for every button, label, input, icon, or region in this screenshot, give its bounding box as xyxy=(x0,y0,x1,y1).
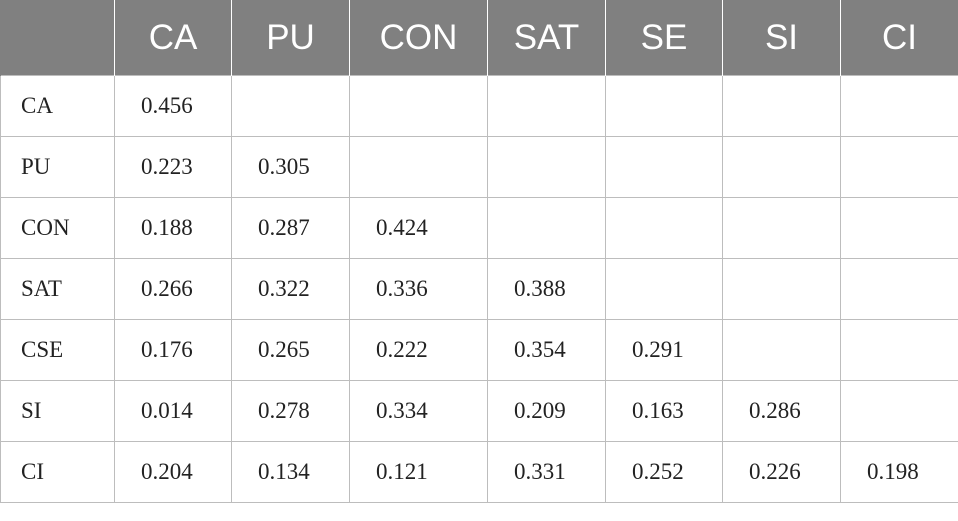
cell: 0.204 xyxy=(114,441,232,503)
empty-cell xyxy=(605,75,723,137)
cell: 0.334 xyxy=(349,380,488,442)
column-header: CON xyxy=(349,0,488,76)
table-row: PU 0.223 0.305 xyxy=(0,136,958,198)
cell: 0.252 xyxy=(605,441,723,503)
cell: 0.014 xyxy=(114,380,232,442)
empty-cell xyxy=(840,197,958,259)
empty-cell xyxy=(487,75,606,137)
empty-cell xyxy=(840,380,958,442)
cell: 0.188 xyxy=(114,197,232,259)
empty-cell xyxy=(840,258,958,320)
table-row: SI 0.014 0.278 0.334 0.209 0.163 0.286 xyxy=(0,380,958,442)
empty-cell xyxy=(722,258,841,320)
correlation-table: CA PU CON SAT SE SI CI CA 0.456 PU 0.223 0.305 CON 0… xyxy=(0,0,958,503)
empty-cell xyxy=(605,258,723,320)
cell: 0.209 xyxy=(487,380,606,442)
cell: 0.176 xyxy=(114,319,232,381)
table-row: CI 0.204 0.134 0.121 0.331 0.252 0.226 0.198 xyxy=(0,441,958,503)
empty-cell xyxy=(840,319,958,381)
empty-cell xyxy=(840,136,958,198)
empty-cell xyxy=(840,75,958,137)
table-row: CSE 0.176 0.265 0.222 0.354 0.291 xyxy=(0,319,958,381)
row-label: CA xyxy=(0,75,115,137)
column-header: CI xyxy=(840,0,958,76)
empty-cell xyxy=(349,136,488,198)
empty-cell xyxy=(722,319,841,381)
empty-cell xyxy=(349,75,488,137)
table-row: CA 0.456 xyxy=(0,75,958,137)
table-row: SAT 0.266 0.322 0.336 0.388 xyxy=(0,258,958,320)
cell: 0.223 xyxy=(114,136,232,198)
cell: 0.266 xyxy=(114,258,232,320)
empty-cell xyxy=(487,136,606,198)
table-body: CA 0.456 PU 0.223 0.305 CON 0.188 0.287 0.424 SAT… xyxy=(0,75,958,503)
cell: 0.336 xyxy=(349,258,488,320)
cell: 0.163 xyxy=(605,380,723,442)
cell: 0.121 xyxy=(349,441,488,503)
cell: 0.287 xyxy=(231,197,350,259)
header-row: CA PU CON SAT SE SI CI xyxy=(0,0,958,76)
column-header: SAT xyxy=(487,0,606,76)
row-label: PU xyxy=(0,136,115,198)
corner-cell xyxy=(0,0,115,76)
column-header: CA xyxy=(114,0,232,76)
row-label: CI xyxy=(0,441,115,503)
row-label: SAT xyxy=(0,258,115,320)
empty-cell xyxy=(231,75,350,137)
cell: 0.331 xyxy=(487,441,606,503)
cell: 0.456 xyxy=(114,75,232,137)
cell: 0.198 xyxy=(840,441,958,503)
cell: 0.222 xyxy=(349,319,488,381)
row-label: CON xyxy=(0,197,115,259)
cell: 0.226 xyxy=(722,441,841,503)
empty-cell xyxy=(605,197,723,259)
empty-cell xyxy=(722,197,841,259)
cell: 0.286 xyxy=(722,380,841,442)
column-header: PU xyxy=(231,0,350,76)
row-label: CSE xyxy=(0,319,115,381)
cell: 0.388 xyxy=(487,258,606,320)
empty-cell xyxy=(722,75,841,137)
cell: 0.424 xyxy=(349,197,488,259)
cell: 0.305 xyxy=(231,136,350,198)
empty-cell xyxy=(605,136,723,198)
empty-cell xyxy=(487,197,606,259)
cell: 0.322 xyxy=(231,258,350,320)
cell: 0.265 xyxy=(231,319,350,381)
cell: 0.354 xyxy=(487,319,606,381)
empty-cell xyxy=(722,136,841,198)
cell: 0.278 xyxy=(231,380,350,442)
table-row: CON 0.188 0.287 0.424 xyxy=(0,197,958,259)
cell: 0.134 xyxy=(231,441,350,503)
column-header: SE xyxy=(605,0,723,76)
cell: 0.291 xyxy=(605,319,723,381)
row-label: SI xyxy=(0,380,115,442)
column-header: SI xyxy=(722,0,841,76)
